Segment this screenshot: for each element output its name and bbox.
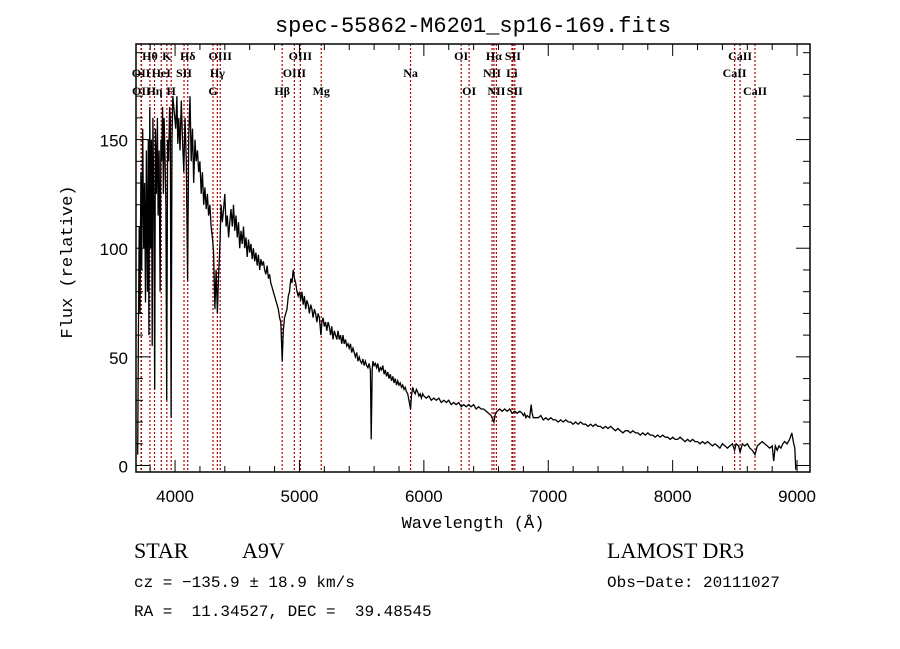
line-marker-label: Hγ (210, 66, 225, 80)
line-marker-label: OI (454, 49, 468, 63)
redshift-readout: cz = −135.9 ± 18.9 km/s (134, 574, 355, 592)
y-tick-label: 0 (119, 457, 128, 476)
line-marker-label: OIII (283, 66, 307, 80)
x-tick-label: 9000 (778, 487, 816, 506)
x-axis-ticks (149, 44, 798, 472)
y-axis-ticks (136, 52, 810, 466)
line-marker-label: SII (505, 49, 521, 63)
line-marker-label: Mg (313, 84, 330, 98)
chart-title: spec-55862-M6201_sp16-169.fits (275, 14, 671, 39)
line-marker-label: Hα (486, 49, 502, 63)
line-marker-label: Hβ (274, 84, 290, 98)
line-marker-label: OI (462, 84, 476, 98)
x-tick-label: 8000 (654, 487, 692, 506)
x-axis-tick-labels: 4000 5000 6000 7000 8000 9000 (156, 487, 816, 506)
line-marker-label: K (162, 49, 172, 63)
survey-name: LAMOST DR3 (607, 538, 745, 563)
line-marker-label: Hη (146, 84, 162, 98)
line-marker-label: Hδ (180, 49, 196, 63)
spectrum-line (137, 96, 797, 470)
line-marker-label: Li (506, 66, 518, 80)
y-tick-label: 150 (100, 132, 128, 151)
line-marker-label: H (167, 84, 177, 98)
y-tick-label: 50 (109, 349, 128, 368)
x-axis-label: Wavelength (Å) (402, 515, 545, 534)
x-tick-label: 4000 (156, 487, 194, 506)
object-subclass: A9V (242, 538, 285, 563)
line-marker-label: NII (487, 84, 505, 98)
line-marker-label: OII (132, 66, 151, 80)
line-marker-label: SII (507, 84, 523, 98)
line-marker-label: CaII (728, 49, 752, 63)
line-marker-label: Hθ (142, 49, 158, 63)
y-tick-label: 100 (100, 240, 128, 259)
y-axis-label: Flux (relative) (59, 185, 78, 338)
line-markers (140, 44, 756, 472)
object-class: STAR (134, 538, 189, 563)
line-marker-label: SII (176, 66, 192, 80)
line-marker-label: OII (132, 84, 151, 98)
spectrum-series (137, 96, 797, 470)
obs-date-readout: Obs−Date: 20111027 (607, 574, 780, 592)
x-tick-label: 6000 (405, 487, 443, 506)
line-marker-label: G (208, 84, 217, 98)
line-marker-label: HeI (152, 66, 172, 80)
line-marker-label: CaII (723, 66, 747, 80)
line-marker-label: NII (483, 66, 501, 80)
coordinates-readout: RA = 11.34527, DEC = 39.48545 (134, 603, 432, 621)
plot-frame (135, 43, 811, 473)
line-marker-label: OIII (289, 49, 313, 63)
line-marker-label: OIII (209, 49, 233, 63)
y-axis-tick-labels: 0 50 100 150 (100, 132, 128, 477)
x-tick-label: 7000 (529, 487, 567, 506)
line-marker-label: CaII (743, 84, 767, 98)
line-marker-label: Na (403, 66, 418, 80)
x-tick-label: 5000 (281, 487, 319, 506)
